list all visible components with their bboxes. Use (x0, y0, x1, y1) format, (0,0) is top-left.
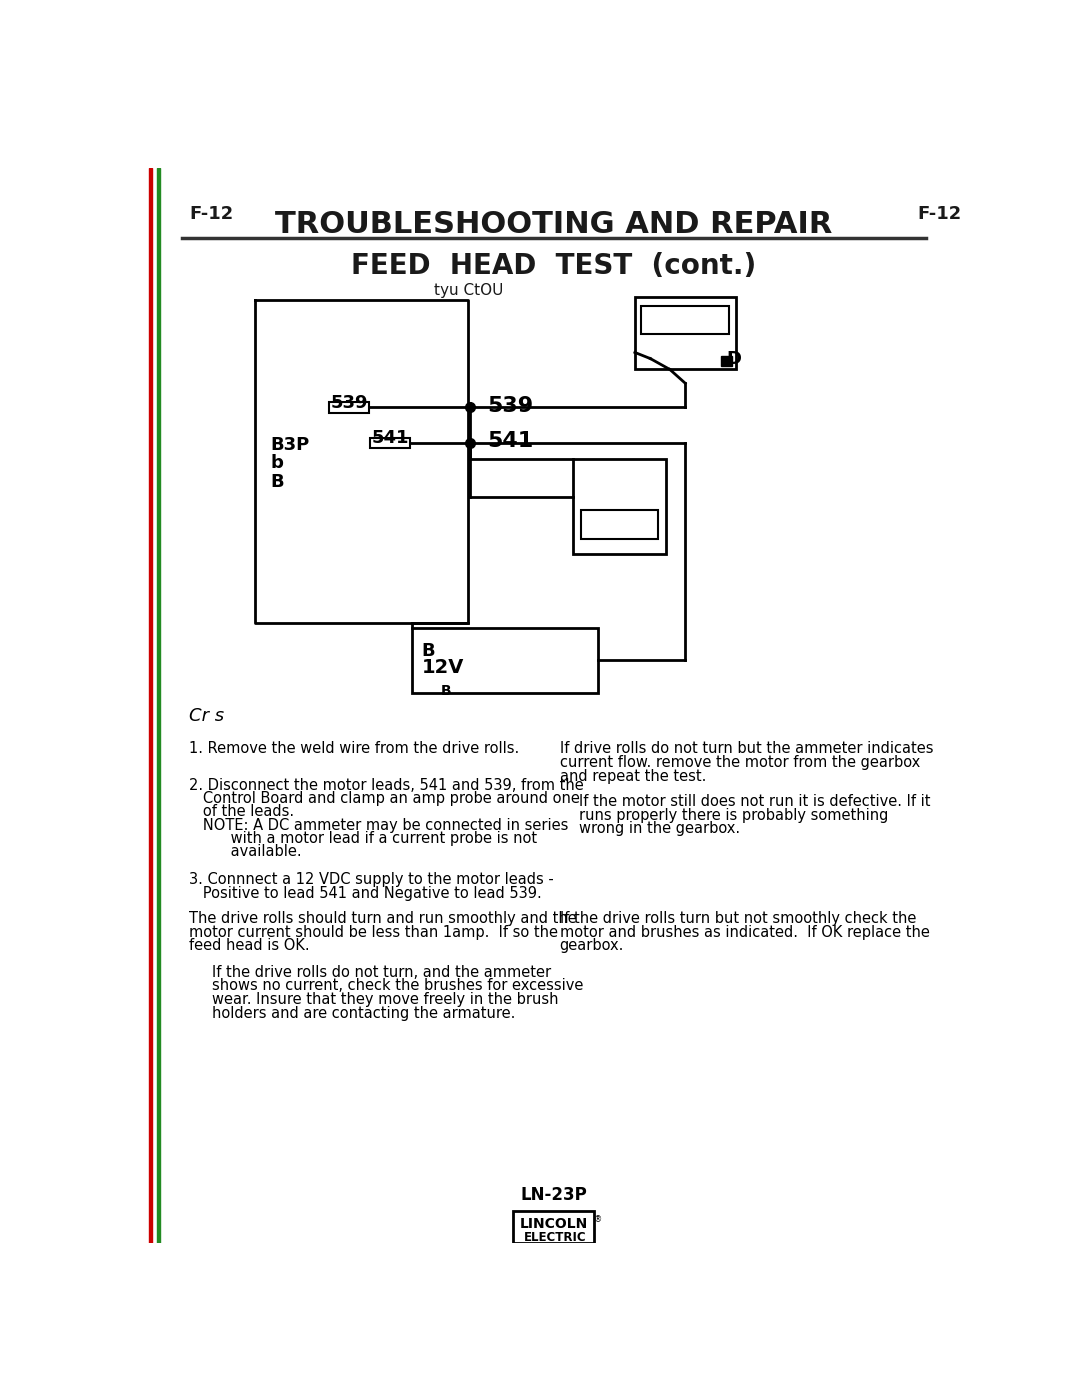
Text: 12V: 12V (422, 658, 464, 678)
Text: 3. Connnect a 12 VDC supply to the motor leads -: 3. Connnect a 12 VDC supply to the motor… (189, 872, 554, 887)
Text: motor and brushes as indicated.  If OK replace the: motor and brushes as indicated. If OK re… (559, 925, 930, 940)
Text: 539: 539 (330, 394, 368, 412)
Bar (581, 510, 658, 539)
Text: FEED  HEAD  TEST  (cont.): FEED HEAD TEST (cont.) (351, 253, 756, 281)
Text: F-12: F-12 (189, 204, 233, 222)
Text: Positive to lead 541 and Negative to lead 539.: Positive to lead 541 and Negative to lea… (189, 886, 542, 901)
Bar (413, 629, 598, 693)
Text: runs properly there is probably something: runs properly there is probably somethin… (579, 807, 889, 823)
Text: shows no current, check the brushes for excessive: shows no current, check the brushes for … (213, 978, 584, 993)
Bar (635, 298, 735, 369)
Text: 541: 541 (372, 429, 409, 447)
Text: tyu CtOU: tyu CtOU (433, 284, 503, 298)
Text: 541: 541 (488, 432, 534, 451)
Text: ELECTRIC: ELECTRIC (524, 1231, 586, 1243)
Text: with a motor lead if a current probe is not: with a motor lead if a current probe is … (189, 831, 538, 845)
Text: F-12: F-12 (918, 204, 962, 222)
Bar (721, 355, 732, 366)
Text: feed head is OK.: feed head is OK. (189, 939, 310, 953)
Text: motor current should be less than 1amp.  If so the: motor current should be less than 1amp. … (189, 925, 558, 940)
Text: If drive rolls do not turn but the ammeter indicates: If drive rolls do not turn but the ammet… (559, 742, 933, 756)
Bar (149, 168, 152, 1243)
Text: holders and are contacting the armature.: holders and are contacting the armature. (213, 1006, 516, 1021)
Text: B: B (441, 683, 451, 697)
Text: available.: available. (189, 844, 302, 859)
Text: NOTE: A DC ammeter may be connected in series: NOTE: A DC ammeter may be connected in s… (189, 817, 569, 833)
Text: B3P: B3P (271, 436, 310, 454)
Bar (369, 437, 410, 448)
Text: 2. Disconnect the motor leads, 541 and 539, from the: 2. Disconnect the motor leads, 541 and 5… (189, 778, 584, 793)
Text: b: b (271, 454, 283, 472)
Text: and repeat the test.: and repeat the test. (559, 768, 706, 784)
Text: B: B (271, 472, 284, 490)
Bar (328, 402, 369, 412)
Text: If the drive rolls turn but not smoothly check the: If the drive rolls turn but not smoothly… (559, 911, 916, 926)
Text: If the motor still does not run it is defective. If it: If the motor still does not run it is de… (579, 793, 931, 809)
Text: B: B (422, 643, 435, 659)
Text: wrong in the gearbox.: wrong in the gearbox. (579, 821, 740, 837)
Text: LN-23P: LN-23P (521, 1186, 586, 1204)
Text: Control Board and clamp an amp probe around one: Control Board and clamp an amp probe aro… (189, 791, 580, 806)
Text: ®: ® (594, 1215, 602, 1225)
Text: gearbox.: gearbox. (559, 939, 624, 953)
Bar (572, 458, 666, 555)
Bar (513, 1211, 594, 1243)
Text: 1. Remove the weld wire from the drive rolls.: 1. Remove the weld wire from the drive r… (189, 742, 519, 756)
Text: LINCOLN: LINCOLN (519, 1217, 588, 1231)
Text: Cr s: Cr s (189, 707, 225, 725)
Text: current flow. remove the motor from the gearbox: current flow. remove the motor from the … (559, 756, 920, 770)
Text: of the leads.: of the leads. (189, 805, 295, 820)
Text: The drive rolls should turn and run smoothly and the: The drive rolls should turn and run smoo… (189, 911, 577, 926)
Bar (642, 306, 729, 334)
Text: 539: 539 (488, 395, 534, 415)
Text: If the drive rolls do not turn, and the ammeter: If the drive rolls do not turn, and the … (213, 964, 552, 979)
Bar (157, 168, 160, 1243)
Text: D: D (727, 351, 741, 369)
Text: wear. Insure that they move freely in the brush: wear. Insure that they move freely in th… (213, 992, 559, 1007)
Text: TROUBLESHOOTING AND REPAIR: TROUBLESHOOTING AND REPAIR (274, 210, 833, 239)
